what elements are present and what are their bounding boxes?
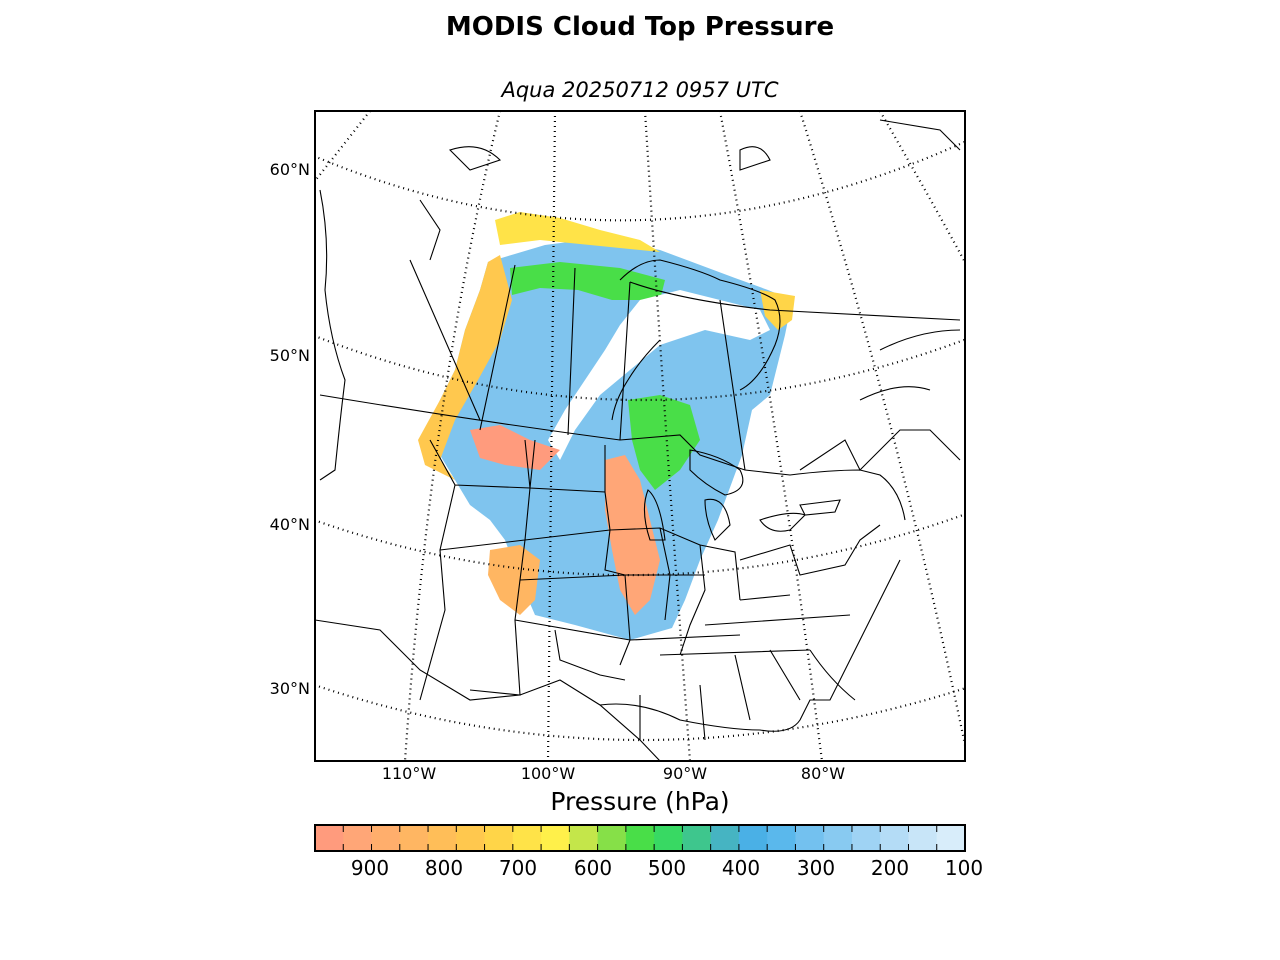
hudson-bay-coast bbox=[611, 259, 781, 421]
meridian-70w bbox=[798, 111, 965, 746]
colorbar-segment bbox=[456, 825, 486, 851]
lat-label-40n: 40°N bbox=[269, 515, 310, 534]
lon-label-100w: 100°W bbox=[520, 764, 576, 783]
colorbar-segment bbox=[315, 825, 344, 851]
mexico-border bbox=[315, 619, 661, 761]
lon-label-110w: 110°W bbox=[381, 764, 437, 783]
us-states-central bbox=[514, 439, 631, 681]
colorbar-segment bbox=[654, 825, 683, 851]
scattered-low-west bbox=[470, 425, 560, 470]
map-frame bbox=[314, 110, 966, 762]
map-subtitle: Aqua 20250712 0957 UTC bbox=[501, 78, 779, 102]
colorbar-tick-500: 500 bbox=[647, 856, 687, 880]
atlantic-canada-coast bbox=[799, 329, 961, 471]
colorbar-segment bbox=[851, 825, 881, 851]
meridian-100w bbox=[546, 111, 557, 761]
boundaries bbox=[315, 119, 961, 761]
colorbar-tick-900: 900 bbox=[350, 856, 390, 880]
colorbar-segment bbox=[682, 825, 712, 851]
colorbar-tick-300: 300 bbox=[796, 856, 836, 880]
lat-label-30n: 30°N bbox=[269, 679, 310, 698]
colorbar-segment bbox=[484, 825, 514, 851]
colorbar-segment bbox=[512, 825, 542, 851]
colorbar-tick-700: 700 bbox=[498, 856, 538, 880]
colorbar-tick-400: 400 bbox=[721, 856, 761, 880]
colorbar-segment bbox=[343, 825, 373, 851]
colorbar-title: Pressure (hPa) bbox=[550, 787, 730, 816]
lat-label-50n: 50°N bbox=[269, 346, 310, 365]
swath-north-edge-yellow bbox=[495, 212, 660, 252]
colorbar-segment bbox=[880, 825, 910, 851]
map-title: MODIS Cloud Top Pressure bbox=[445, 12, 835, 42]
parallel-30n bbox=[315, 683, 965, 742]
colorbar-tick-600: 600 bbox=[573, 856, 613, 880]
parallel-60n bbox=[315, 140, 965, 222]
colorbar-tick-100: 100 bbox=[944, 856, 984, 880]
colorbar-segment bbox=[936, 825, 966, 851]
low-cloud-southwest bbox=[488, 545, 540, 615]
graticule bbox=[315, 111, 965, 761]
great-lakes bbox=[643, 449, 841, 541]
colorbar bbox=[315, 825, 966, 851]
colorbar-tick-800: 800 bbox=[424, 856, 464, 880]
colorbar-segment bbox=[399, 825, 429, 851]
swath-west-edge-low bbox=[418, 255, 512, 480]
arctic-islands bbox=[419, 119, 961, 261]
colorbar-tick-200: 200 bbox=[870, 856, 910, 880]
lon-label-80w: 80°W bbox=[800, 764, 846, 783]
lat-label-60n: 60°N bbox=[269, 160, 310, 179]
map-area bbox=[315, 111, 965, 761]
canada-provinces bbox=[409, 259, 961, 471]
mid-level-green-east bbox=[628, 395, 700, 490]
gulf-coast bbox=[599, 559, 901, 732]
lon-label-90w: 90°W bbox=[662, 764, 708, 783]
colorbar-segment bbox=[541, 825, 570, 851]
colorbar-segment bbox=[710, 825, 740, 851]
us-states-east bbox=[639, 524, 881, 741]
colorbar-segment bbox=[908, 825, 938, 851]
colorbar-segment bbox=[597, 825, 627, 851]
colorbar-segment bbox=[625, 825, 655, 851]
colorbar-segment bbox=[428, 825, 457, 851]
swath-north-band-green bbox=[510, 262, 665, 300]
colorbar-segment bbox=[738, 825, 768, 851]
pacific-coast bbox=[319, 189, 346, 481]
colorbar-segment bbox=[795, 825, 825, 851]
us-states-midwest bbox=[609, 527, 811, 656]
colorbar-segment bbox=[767, 825, 797, 851]
colorbar-segment bbox=[371, 825, 401, 851]
colorbar-segment bbox=[823, 825, 853, 851]
colorbar-frame bbox=[314, 824, 966, 852]
meridian-90w bbox=[643, 111, 692, 761]
meridian-110w bbox=[403, 111, 502, 761]
colorbar-segment bbox=[569, 825, 599, 851]
